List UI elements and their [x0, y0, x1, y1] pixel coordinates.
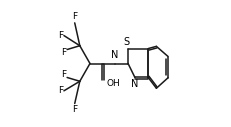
Text: F: F — [58, 31, 63, 40]
Text: F: F — [61, 48, 66, 57]
Text: S: S — [123, 37, 129, 47]
Text: F: F — [58, 86, 63, 95]
Text: F: F — [61, 70, 66, 79]
Text: F: F — [72, 105, 77, 114]
Text: N: N — [131, 79, 138, 89]
Text: F: F — [72, 12, 77, 21]
Text: OH: OH — [106, 79, 120, 88]
Text: N: N — [111, 50, 118, 60]
